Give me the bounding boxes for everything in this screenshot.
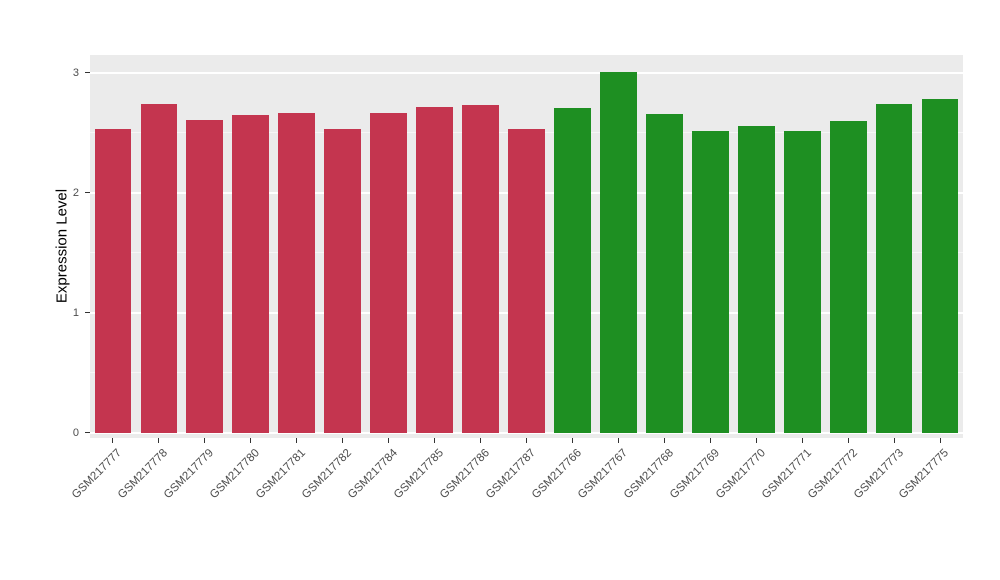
y-tick-mark — [85, 192, 90, 194]
x-tick-mark — [663, 438, 665, 443]
bar — [829, 120, 867, 433]
x-tick-mark — [939, 438, 941, 443]
x-tick-mark — [342, 438, 344, 443]
bar — [94, 129, 132, 433]
y-tick-mark — [85, 432, 90, 434]
bar — [783, 130, 821, 433]
x-tick-mark — [204, 438, 206, 443]
x-tick-mark — [617, 438, 619, 443]
bar — [278, 112, 316, 433]
y-tick-label: 3 — [72, 66, 79, 79]
x-tick-mark — [112, 438, 114, 443]
bar — [416, 106, 453, 433]
bar — [370, 112, 408, 433]
x-tick-mark — [480, 438, 482, 443]
y-tick-label: 1 — [72, 306, 79, 319]
bar — [875, 104, 913, 433]
bar — [186, 119, 224, 433]
bar — [232, 114, 270, 433]
x-tick-mark — [801, 438, 803, 443]
x-tick-mark — [296, 438, 298, 443]
x-tick-mark — [250, 438, 252, 443]
y-tick-label: 2 — [72, 186, 79, 199]
bar — [737, 125, 775, 433]
x-tick-mark — [158, 438, 160, 443]
x-tick-mark — [709, 438, 711, 443]
x-axis: GSM217777 GSM217778 GSM217779 GSM217780 GSM2… — [70, 438, 963, 558]
bar — [600, 71, 637, 433]
bar — [324, 129, 362, 433]
gridline-major — [90, 432, 963, 434]
bar — [921, 99, 959, 433]
x-tick-mark — [847, 438, 849, 443]
bar — [140, 104, 178, 433]
x-tick-mark — [571, 438, 573, 443]
bar — [645, 113, 683, 433]
y-tick-mark — [85, 72, 90, 74]
x-tick-mark — [388, 438, 390, 443]
x-tick-mark — [755, 438, 757, 443]
y-tick-mark — [85, 312, 90, 314]
y-axis-ticks: 0 1 2 3 — [0, 55, 90, 439]
x-tick-mark — [434, 438, 436, 443]
bar — [462, 105, 499, 433]
y-tick-label: 0 — [72, 426, 79, 439]
x-tick-mark — [526, 438, 527, 443]
x-tick-mark — [893, 438, 895, 443]
bar — [554, 107, 591, 433]
bar — [508, 129, 545, 433]
bar — [691, 130, 729, 433]
plot-panel — [90, 55, 963, 438]
gridline-major — [90, 72, 963, 74]
